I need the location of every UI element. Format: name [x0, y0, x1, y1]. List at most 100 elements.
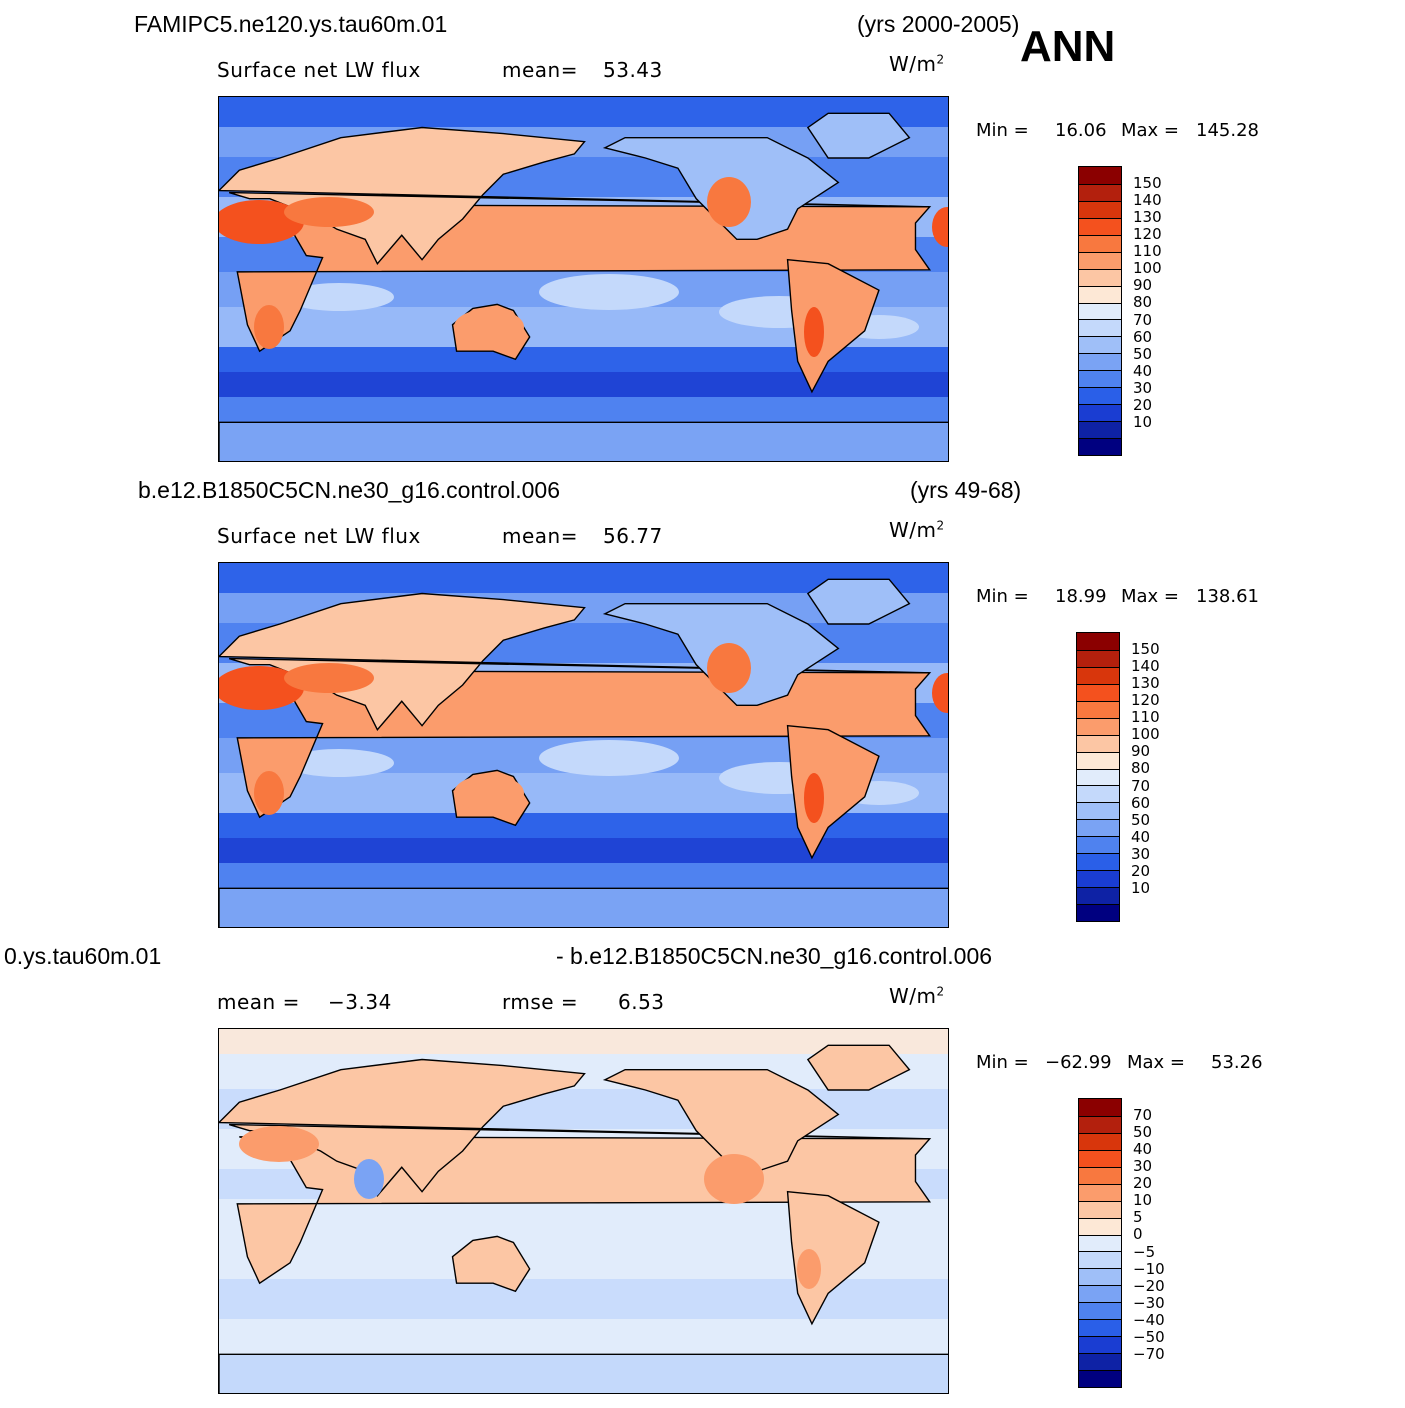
colorbar-tick-label: 80 — [1131, 759, 1151, 778]
panel-1-mean-label: mean= — [502, 58, 578, 82]
land-outline — [806, 112, 911, 159]
field-band — [219, 1279, 948, 1319]
field-patch — [284, 283, 394, 311]
field-hotspot — [239, 1126, 319, 1162]
colorbar-box — [1079, 1234, 1121, 1252]
colorbar-box — [1079, 1251, 1121, 1269]
colorbar-box — [1079, 336, 1121, 354]
colorbar-tick-label: 120 — [1133, 225, 1162, 244]
colorbar-box — [1079, 404, 1121, 422]
colorbar-box — [1077, 836, 1119, 854]
colorbar-box — [1079, 217, 1121, 235]
colorbar-tick-label: 130 — [1133, 208, 1162, 227]
land-outline — [219, 1353, 948, 1393]
field-patch — [539, 740, 679, 776]
colorbar-tick-label: −10 — [1133, 1259, 1165, 1278]
panel-2-map — [218, 562, 949, 928]
colorbar-tick-label: 80 — [1133, 293, 1153, 312]
panel-2-case-title: b.e12.B1850C5CN.ne30_g16.control.006 — [138, 477, 560, 503]
colorbar-tick-label: 140 — [1133, 191, 1162, 210]
land-outline — [786, 1190, 880, 1326]
colorbar-tick-label: 30 — [1133, 1157, 1153, 1176]
field-hotspot — [254, 771, 284, 815]
field-band — [219, 838, 948, 863]
panel-2-min-value: 18.99 — [1055, 586, 1107, 607]
panel-1-min-value: 16.06 — [1055, 120, 1107, 141]
colorbar-tick-label: 0 — [1133, 1225, 1143, 1244]
colorbar-box — [1077, 649, 1119, 667]
panel-3-case-title: 0.ys.tau60m.01 — [4, 943, 162, 969]
panel-2-map-field — [219, 563, 948, 927]
colorbar-tick-label: 130 — [1131, 674, 1160, 693]
panel-1-max-value: 145.28 — [1196, 120, 1259, 141]
land-outline — [786, 724, 880, 860]
field-hotspot — [932, 207, 948, 247]
panel-3-colorbar — [1078, 1098, 1122, 1388]
panel-2-mean-value: 56.77 — [603, 524, 663, 548]
colorbar-tick-label: 5 — [1133, 1208, 1143, 1227]
field-hotspot — [219, 666, 304, 710]
panel-1-case-title: FAMIPC5.ne120.ys.tau60m.01 — [134, 11, 448, 37]
colorbar-box — [1079, 1115, 1121, 1133]
colorbar-tick-label: 20 — [1133, 1174, 1153, 1193]
colorbar-tick-label: 90 — [1131, 742, 1151, 761]
panel-1-min-label: Min = — [976, 120, 1029, 141]
field-band — [219, 372, 948, 397]
panel-1-units: W/m2 — [889, 52, 945, 76]
colorbar-box — [1079, 1319, 1121, 1337]
field-hotspot — [804, 307, 824, 357]
colorbar-box — [1077, 734, 1119, 752]
colorbar-tick-label: 120 — [1131, 691, 1160, 710]
land-outline — [806, 578, 911, 625]
panel-2-units: W/m2 — [889, 518, 945, 542]
colorbar-box — [1077, 819, 1119, 837]
panel-1-variable: Surface net LW flux — [217, 58, 421, 82]
panel-2-max-label: Max = — [1121, 586, 1180, 607]
colorbar-box — [1077, 904, 1119, 921]
colorbar-box — [1077, 633, 1119, 650]
colorbar-tick-label: 110 — [1133, 242, 1162, 261]
field-hotspot — [284, 663, 374, 693]
panel-2-mean-label: mean= — [502, 524, 578, 548]
panel-3-period: - b.e12.B1850C5CN.ne30_g16.control.006 — [556, 943, 993, 969]
colorbar-box — [1079, 200, 1121, 218]
colorbar-tick-label: 70 — [1133, 310, 1153, 329]
colorbar-box — [1079, 1285, 1121, 1303]
colorbar-tick-label: 40 — [1133, 1140, 1153, 1159]
season-label: ANN — [1020, 22, 1116, 71]
colorbar-box — [1079, 1166, 1121, 1184]
colorbar-tick-label: 50 — [1131, 810, 1151, 829]
colorbar-box — [1079, 1149, 1121, 1167]
colorbar-box — [1079, 319, 1121, 337]
colorbar-tick-label: 50 — [1133, 1123, 1153, 1142]
colorbar-tick-label: 150 — [1131, 640, 1160, 659]
field-hotspot — [354, 1159, 384, 1199]
colorbar-box — [1079, 1099, 1121, 1116]
colorbar-box — [1079, 1353, 1121, 1371]
colorbar-box — [1079, 1217, 1121, 1235]
colorbar-box — [1079, 234, 1121, 252]
panel-2-colorbar — [1076, 632, 1120, 922]
colorbar-tick-label: 30 — [1133, 378, 1153, 397]
field-hotspot — [454, 775, 524, 811]
panel-3-min-value: −62.99 — [1045, 1052, 1112, 1073]
colorbar-box — [1077, 683, 1119, 701]
panel-3-map-field — [219, 1029, 948, 1393]
field-hotspot — [797, 1249, 821, 1289]
colorbar-tick-label: 100 — [1131, 725, 1160, 744]
colorbar-box — [1077, 700, 1119, 718]
colorbar-box — [1079, 1200, 1121, 1218]
field-hotspot — [219, 200, 304, 244]
colorbar-tick-label: −5 — [1133, 1242, 1156, 1261]
colorbar-tick-label: 70 — [1131, 776, 1151, 795]
panel-1-colorbar — [1078, 166, 1122, 456]
colorbar-tick-label: −50 — [1133, 1327, 1165, 1346]
colorbar-tick-label: 40 — [1133, 361, 1153, 380]
panel-1-period: (yrs 2000-2005) — [857, 11, 1020, 37]
field-hotspot — [254, 305, 284, 349]
panel-3-rmse-value: 6.53 — [618, 990, 665, 1014]
colorbar-box — [1079, 438, 1121, 455]
land-outline — [806, 1044, 911, 1091]
field-hotspot — [454, 309, 524, 345]
colorbar-box — [1079, 370, 1121, 388]
